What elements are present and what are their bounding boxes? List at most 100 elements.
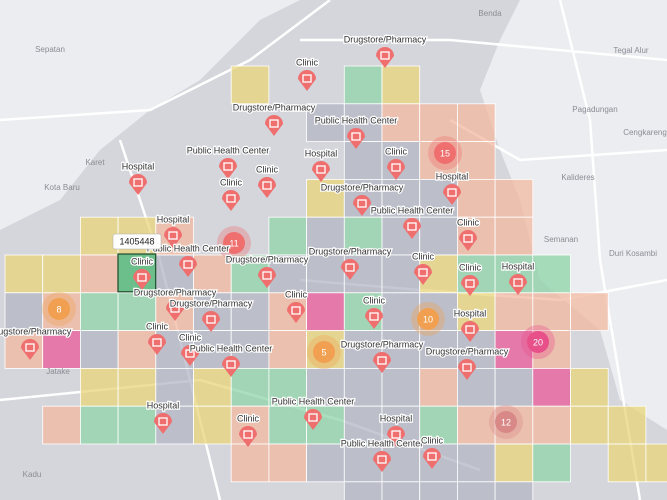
poi-icon xyxy=(377,356,387,365)
grid-cell xyxy=(456,103,496,143)
grid-cell xyxy=(343,481,383,500)
poi-label: Hospital xyxy=(122,161,155,171)
label-layer: Sepatan Benda Tegal Alur Pagadungan Cengkare… xyxy=(0,9,667,479)
grid-cell xyxy=(570,367,609,407)
grid-cell xyxy=(607,443,647,483)
poi-label: Public Health Center xyxy=(272,396,355,406)
grid-cell xyxy=(570,405,609,445)
grid-cell xyxy=(607,405,647,445)
grid-cell xyxy=(419,405,458,445)
poi-icon xyxy=(226,194,236,203)
cluster xyxy=(417,308,439,330)
poi-icon xyxy=(345,263,355,272)
poi-label: Clinic xyxy=(385,146,408,156)
grid-cell xyxy=(494,367,534,407)
poi-label: Clinic xyxy=(220,177,243,187)
poi-icon xyxy=(513,278,523,287)
grid-cell xyxy=(306,443,345,483)
cluster xyxy=(223,232,245,254)
poi-label: Public Health Center xyxy=(371,205,454,215)
poi-icon xyxy=(380,51,390,60)
place-name: Duri Kosambi xyxy=(609,249,657,258)
place-name: Kota Baru xyxy=(44,183,80,192)
grid-cell xyxy=(494,292,534,331)
place-name: Semanan xyxy=(544,235,578,244)
poi-icon xyxy=(465,325,475,334)
grid-cell xyxy=(268,330,307,369)
grid-cell xyxy=(4,254,44,294)
poi-icon xyxy=(269,119,279,128)
poi-label: Public Health Center xyxy=(187,145,270,155)
grid-cell xyxy=(532,405,571,445)
grid-cell xyxy=(532,443,571,483)
poi-icon xyxy=(168,231,178,240)
grid-cells xyxy=(4,65,667,500)
grid-cell xyxy=(381,65,421,105)
grid-cell xyxy=(80,254,119,294)
poi-label: Clinic xyxy=(131,256,154,266)
grid-cell xyxy=(419,481,458,500)
place-name: Benda xyxy=(478,9,502,18)
poi-label: Drugstore/Pharmacy xyxy=(0,326,72,336)
cluster-count: 10 xyxy=(423,314,433,324)
poi-label: Hospital xyxy=(436,171,469,181)
cluster xyxy=(434,142,456,164)
grid-cell xyxy=(343,141,383,180)
poi-icon xyxy=(465,279,475,288)
poi-label: Clinic xyxy=(256,164,279,174)
poi-label: Clinic xyxy=(179,332,202,342)
poi-label: Clinic xyxy=(421,435,444,445)
grid-cell xyxy=(456,141,496,180)
place-name: Cengkareng xyxy=(623,128,667,137)
grid-cell xyxy=(306,178,345,218)
poi-label: Drugstore/Pharmacy xyxy=(233,102,316,112)
grid-cell xyxy=(419,103,458,143)
grid-cell xyxy=(381,178,421,218)
grid-cell xyxy=(343,367,383,407)
poi-icon xyxy=(152,338,162,347)
cluster-layer: 15 11 8 10 5 20 12 xyxy=(42,136,555,439)
grid-cell xyxy=(419,367,458,407)
poi-label: Hospital xyxy=(147,400,180,410)
grid-cell xyxy=(570,292,609,331)
poi-icon xyxy=(316,165,326,174)
poi-icon xyxy=(462,363,472,372)
poi-label: Drugstore/Pharmacy xyxy=(321,182,404,192)
poi-icon xyxy=(170,304,180,313)
poi-icon xyxy=(391,430,401,439)
poi-label: Clinic xyxy=(296,57,319,67)
tooltip: 1405448 xyxy=(112,233,162,250)
tooltip-text: 1405448 xyxy=(119,236,154,246)
poi-icon xyxy=(447,188,457,197)
poi-icon xyxy=(185,349,195,358)
poi-label: Clinic xyxy=(285,289,308,299)
grid-cell xyxy=(645,443,667,483)
poi-label: Clinic xyxy=(412,251,435,261)
grid-cell xyxy=(42,254,81,294)
grid-cell xyxy=(381,367,421,407)
poi-label: Clinic xyxy=(363,295,386,305)
poi-label: Public Health Center xyxy=(147,243,230,253)
grid-cell xyxy=(268,405,307,445)
place-name: Jatake xyxy=(46,367,70,376)
grid-cell xyxy=(381,292,421,331)
grid-cell xyxy=(268,216,307,256)
place-name: Kalideres xyxy=(561,173,594,182)
grid-cell xyxy=(80,330,119,369)
grid-cell xyxy=(80,292,119,331)
poi-icon xyxy=(308,413,318,422)
grid-cell xyxy=(268,443,307,483)
poi-icon xyxy=(357,199,367,208)
poi-icon xyxy=(262,271,272,280)
poi-icon xyxy=(391,163,401,172)
poi-icon xyxy=(137,273,147,282)
poi-label: Hospital xyxy=(157,214,190,224)
poi-icon xyxy=(418,268,428,277)
poi-icon xyxy=(183,260,193,269)
grid-cell xyxy=(456,443,496,483)
grid-cell xyxy=(381,481,421,500)
poi-icon xyxy=(291,306,301,315)
poi-icon xyxy=(25,343,35,352)
poi-icon xyxy=(262,181,272,190)
